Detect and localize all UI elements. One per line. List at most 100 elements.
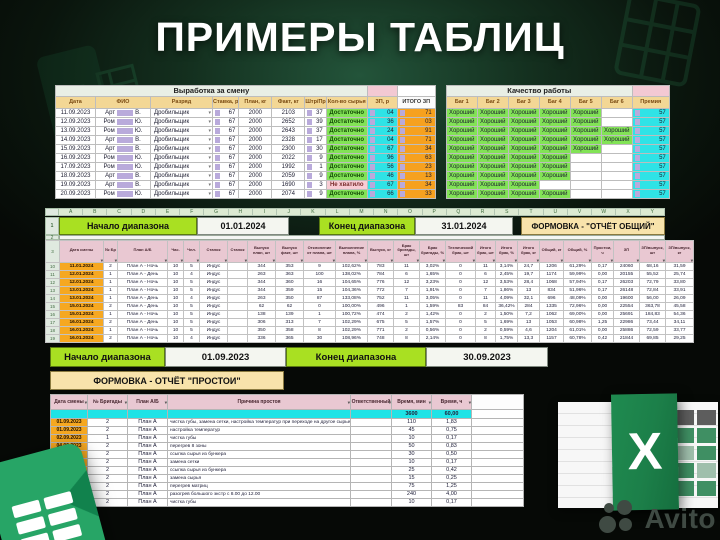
column-letter: I (252, 208, 278, 216)
dropdown-icon[interactable] (208, 155, 211, 162)
col-bag4: Баг 4 (538, 96, 571, 109)
cell-out-kg: 748 (367, 334, 394, 343)
table-row: 04.09.2023 2 План А замена сетки 10 0,17 (50, 458, 524, 467)
cell-deviation: 1 (303, 310, 336, 319)
cell-raw-status: Достаточно (325, 108, 368, 118)
grade-label: Дробильщик (154, 137, 190, 143)
cell-zp-per-kg: 29,25 (665, 334, 694, 343)
cell-zp: 26148 (613, 286, 640, 295)
dropdown-icon[interactable] (208, 173, 211, 180)
column-letter: F (180, 208, 205, 216)
cell-machine2 (227, 302, 248, 311)
range-start-date: 01.09.2023 (165, 347, 286, 367)
header-label: Брак бригады, % (421, 245, 444, 255)
privacy-mask (117, 146, 134, 152)
column-letter: J (277, 208, 302, 216)
cell-premium: 57 (631, 162, 670, 172)
cell-zp: 22986 (613, 318, 640, 327)
cell-fio: Ром Ю. (95, 153, 151, 163)
header-label: Итого брак, шт (477, 245, 494, 255)
dropdown-icon[interactable] (208, 137, 211, 144)
cell-deviation: 9 (303, 262, 336, 271)
cell-date: 19.09.2023 (55, 180, 96, 190)
cell-out-kg: 474 (367, 310, 394, 319)
cell-bag2: Хороший (476, 144, 509, 154)
header-label: ЗП (623, 247, 630, 253)
cell-tech-defect: 0 (445, 326, 476, 335)
column-letter: K (301, 208, 326, 216)
cell-bag5 (569, 180, 602, 190)
header-label: Общий, кг (541, 247, 562, 253)
cell-bag2: Хороший (476, 171, 509, 181)
table-row: 18 16.01.2024 1 План А - Ночь 10 5 Индус… (45, 326, 694, 335)
cell-zp-per-item: 72,59 (639, 326, 666, 335)
cell-fact-out: 365 (275, 334, 304, 343)
cell-plan: План А (127, 458, 168, 467)
cell-total-zp: 91 (396, 126, 436, 136)
dropdown-icon[interactable] (208, 182, 211, 189)
cell-bag1: Хороший (445, 189, 478, 199)
cell-total-defect-pct: 1,86% (495, 286, 518, 295)
cell-overall-pct: 59,99% (563, 270, 592, 279)
cell-penalty: 9 (304, 171, 327, 181)
cell-brigade: 2 (103, 318, 118, 327)
cell-date: 12.09.2023 (55, 117, 96, 127)
cell-fact-out: 363 (275, 270, 304, 279)
dropdown-icon[interactable] (208, 110, 211, 117)
group-header-row: Качество работы (445, 85, 670, 97)
cell-plan: План А - Ночь (117, 334, 168, 343)
dropdown-icon[interactable] (208, 191, 211, 198)
dropdown-icon[interactable] (208, 146, 211, 153)
cell-zp-per-item: 184,83 (639, 310, 666, 319)
cell-total-defect: 5 (475, 318, 496, 327)
cell-responsible (350, 474, 392, 483)
cell-penalty: 9 (304, 153, 327, 163)
cell-downtime: 0,00 (591, 302, 614, 311)
report-column-header: Час. (167, 240, 184, 263)
cell-zp: 20155 (613, 270, 640, 279)
cell-hours: 10 (167, 286, 184, 295)
col-bag5: Баг 5 (569, 96, 602, 109)
cell-bag4: Хороший (538, 126, 571, 136)
cell-brig-defect-pct: 2,14% (419, 334, 446, 343)
cell-brig-defect-pct: 1,59% (419, 302, 446, 311)
table-row: 14 13.01.2024 1 План А - День 10 4 Индус… (45, 294, 694, 303)
cell-brigade: 1 (103, 286, 118, 295)
grid-cell (674, 427, 694, 443)
cell-bag2: Хороший (476, 126, 509, 136)
cell-date: 13.09.2023 (55, 126, 96, 136)
group-header-row: Выработка за смену (55, 85, 436, 97)
grid-cell (674, 410, 694, 425)
cell-bag2: Хороший (476, 117, 509, 127)
cell-fact-out: 139 (275, 310, 304, 319)
cell-downtime: 0,42 (591, 334, 614, 343)
dropdown-icon[interactable] (208, 128, 211, 135)
table-row: Хороший Хороший Хороший Хороший 57 (445, 153, 670, 163)
report-column-header: Итого брак, шт (475, 240, 496, 263)
dropdown-icon[interactable] (208, 164, 211, 171)
cell-fact-out: 359 (275, 286, 304, 295)
cell-zp: 96 (366, 153, 398, 163)
table-row: 04.09.2023 2 План А замена сырья 15 0,25 (50, 474, 524, 483)
cell-people: 4 (183, 294, 200, 303)
cell-brig-defect-pct: 1,65% (419, 270, 446, 279)
grid-cell (696, 410, 716, 425)
cell-extra (471, 474, 524, 483)
quality-table: Качество работы Баг 1 Баг 2 Баг 3 Баг 4 … (445, 85, 670, 199)
cell-machine2 (227, 278, 248, 287)
column-letter: L (325, 208, 350, 216)
cell-deviation: 87 (303, 294, 336, 303)
cell-reason: разогрев большого экстр с 8.00 до 12.00 (167, 490, 351, 499)
cell-plan: 2000 (238, 108, 273, 118)
cell-bag6: Хороший (600, 126, 633, 136)
dropdown-icon[interactable] (208, 119, 211, 126)
cell-raw-status: Достаточно (325, 144, 368, 154)
col-date: Дата (55, 96, 96, 109)
google-sheets-icon (0, 444, 107, 540)
cell-total-defect-pct: 1,69% (495, 318, 518, 327)
totals-extra (471, 409, 524, 419)
table-row: 12 12.01.2024 1 План А - Ночь 10 5 Индус… (45, 278, 694, 287)
cell-date: 17.09.2023 (55, 162, 96, 172)
filter-icon[interactable] (691, 259, 693, 262)
cell-downtime: 0,17 (591, 278, 614, 287)
